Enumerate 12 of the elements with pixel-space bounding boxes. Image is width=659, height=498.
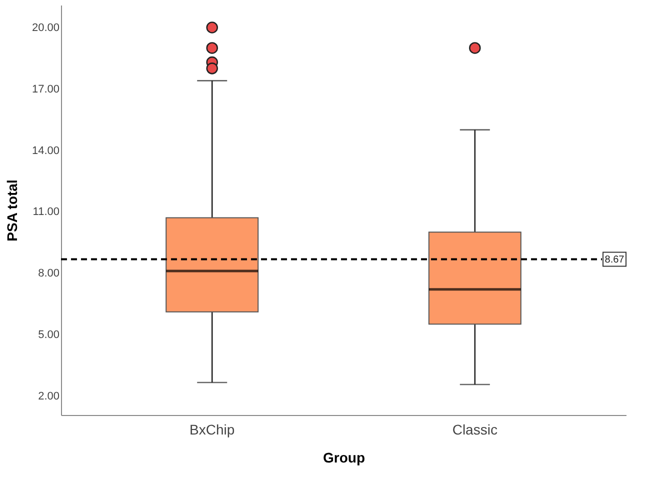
y-tick-label: 8.00: [38, 268, 60, 280]
y-tick-label: 11.00: [32, 206, 60, 218]
y-tick-label: 17.00: [32, 83, 60, 96]
x-tick-label: BxChip: [190, 422, 235, 438]
ref-line-label: 8.67: [604, 254, 625, 266]
y-tick-label: 20.00: [32, 22, 60, 34]
x-axis-title: Group: [323, 450, 365, 466]
x-tick-label: Classic: [452, 422, 498, 438]
y-tick-label: 5.00: [38, 328, 60, 341]
y-tick-label: 2.00: [38, 390, 60, 402]
y-tick-label: 14.00: [32, 144, 60, 157]
y-axis-title: PSA total: [4, 180, 20, 242]
